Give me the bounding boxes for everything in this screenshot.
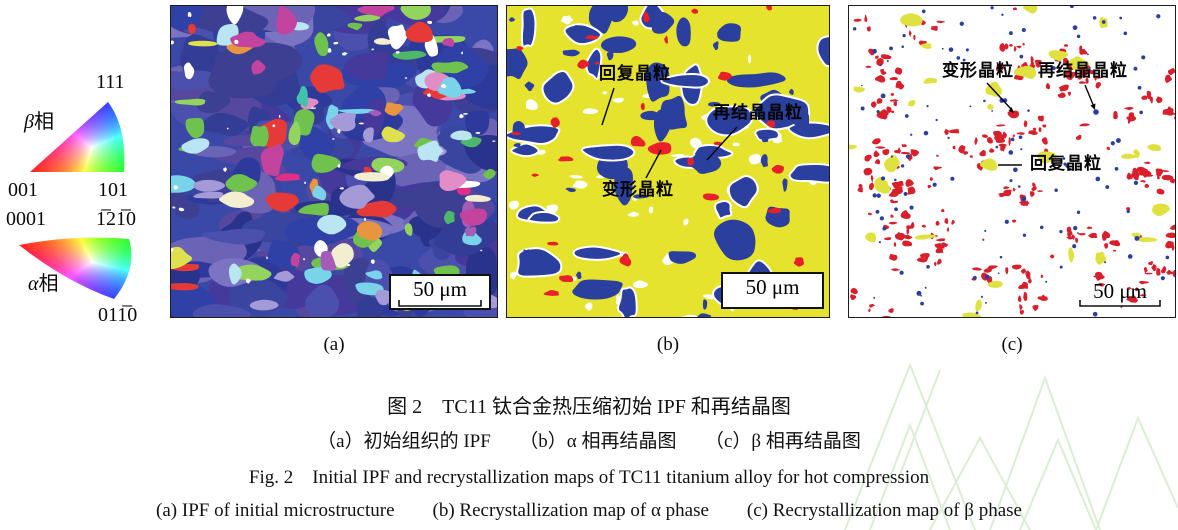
caption-zh-subcaption: （a）初始组织的 IPF （b）α 相再结晶图 （c）β 相再结晶图 <box>317 431 861 452</box>
beta-recrystallization-canvas <box>849 6 1175 317</box>
panel-c-letter: (c) <box>1001 334 1023 355</box>
panel-b-letter: (b) <box>656 334 680 355</box>
alpha-recrystallization-canvas <box>507 6 829 317</box>
alpha-vertex-1210: 1̅21̅0 <box>96 208 136 230</box>
scale-bar-b-text: 50 μm <box>745 275 800 299</box>
panel-b-alpha-recrystallization-map: 回复晶粒 再结晶晶粒 变形晶粒 50 μm <box>506 5 830 318</box>
beta-vertex-111: 111 <box>96 71 125 93</box>
watermark-pattern <box>844 362 1178 530</box>
annotation-deformed-grain: 变形晶粒 <box>942 61 1014 80</box>
panel-c-beta-recrystallization-map: 变形晶粒 再结晶晶粒 回复晶粒 50 μm <box>848 5 1176 318</box>
annotation-recovered-grain: 回复晶粒 <box>599 64 671 83</box>
annotation-recovered-grain: 回复晶粒 <box>1030 154 1102 173</box>
annotation-recrystallized-grain: 再结晶晶粒 <box>713 103 803 122</box>
annotation-deformed-grain: 变形晶粒 <box>602 180 674 199</box>
beta-vertex-001: 001 <box>8 179 38 201</box>
beta-ipf-color-triangle <box>28 97 128 177</box>
alpha-vertex-0110: 011̅0 <box>98 304 138 326</box>
scale-bar-c-text: 50 μm <box>1093 279 1147 303</box>
scale-bar-b: 50 μm <box>721 272 824 309</box>
ipf-map-canvas <box>171 6 497 317</box>
alpha-vertex-0001: 0001 <box>6 208 46 230</box>
alpha-symbol: α <box>28 273 39 295</box>
caption-en-subcaption: (a) IPF of initial microstructure (b) Re… <box>156 500 1022 521</box>
alpha-phase-label: α相 <box>28 274 59 294</box>
alpha-phase-word: 相 <box>38 273 59 295</box>
caption-en-title: Fig. 2 Initial IPF and recrystallization… <box>248 467 930 488</box>
panel-a-ipf-map: 50 μm <box>170 5 498 318</box>
annotation-recrystallized-grain: 再结晶晶粒 <box>1038 61 1128 80</box>
caption-zh-title: 图 2 TC11 钛合金热压缩初始 IPF 和再结晶图 <box>387 396 791 418</box>
scale-bar-a: 50 μm <box>389 274 491 310</box>
scale-bar-a-text: 50 μm <box>413 277 467 301</box>
panel-a-letter: (a) <box>323 334 345 355</box>
beta-vertex-101: 101 <box>98 179 128 201</box>
alpha-ipf-color-wedge <box>16 236 150 306</box>
